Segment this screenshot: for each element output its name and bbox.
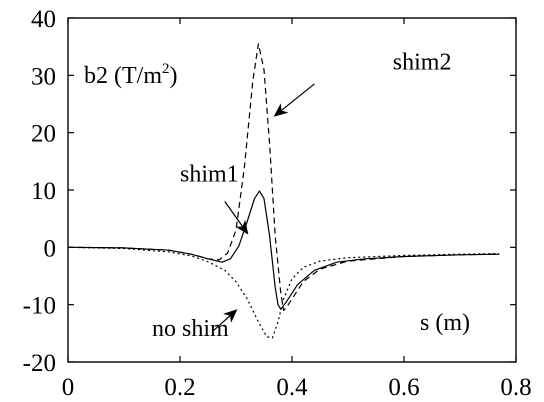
- x-tick-label: 0.2: [164, 374, 195, 401]
- annotation-no-shim: no shim: [152, 316, 229, 342]
- y-tick-label: 30: [31, 63, 56, 90]
- annotation-layer: shim2 shim1 no shim: [152, 50, 451, 343]
- annotation-shim2: shim2: [393, 50, 452, 76]
- y-tick-labels: 40 30 20 10 0 -10 -20: [23, 6, 56, 377]
- y-tick-label: 20: [31, 121, 56, 148]
- y-tick-label: 40: [31, 6, 56, 33]
- x-tick-label: 0.8: [500, 374, 531, 401]
- x-tick-label: 0.4: [276, 374, 308, 401]
- annotation-arrow-shim2: [273, 83, 315, 117]
- y-axis-label: b2 (T/m2): [84, 61, 178, 89]
- annotation-arrow-shim1: [224, 201, 249, 235]
- y-tick-label: -10: [23, 293, 56, 320]
- series-layer: [67, 43, 500, 339]
- y-tick-label: -20: [23, 350, 56, 377]
- series-line-shim2: [67, 43, 500, 311]
- x-tick-label: 0: [62, 374, 75, 401]
- x-tick-label: 0.6: [388, 374, 419, 401]
- axis-ticks: [67, 17, 517, 363]
- y-tick-label: 0: [44, 235, 57, 262]
- series-line-shim1: [67, 190, 500, 310]
- series-line-no-shim: [67, 246, 500, 339]
- annotation-arrow-no-shim: [213, 309, 238, 331]
- x-axis-label: s (m): [420, 310, 470, 336]
- annotation-shim1: shim1: [180, 161, 239, 187]
- y-tick-label: 10: [31, 178, 56, 205]
- x-tick-labels: 0 0.2 0.4 0.6 0.8: [62, 374, 532, 401]
